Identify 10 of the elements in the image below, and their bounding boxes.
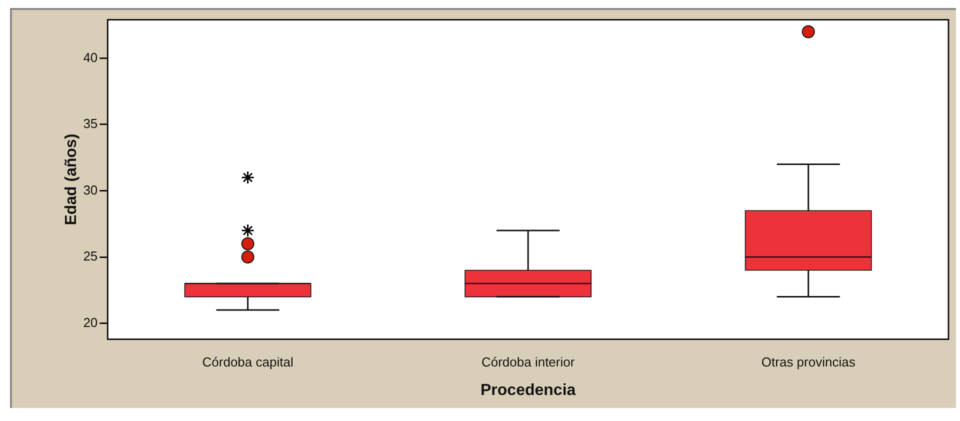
y-tick-label: 30 — [83, 182, 98, 198]
y-tick-label: 35 — [83, 116, 98, 132]
x-axis-title: Procedencia — [480, 382, 576, 399]
y-tick-label: 40 — [83, 50, 98, 65]
y-tick-label: 20 — [83, 314, 98, 330]
y-axis-title: Edad (años) — [63, 134, 80, 226]
x-tick-label: Córdoba capital — [202, 354, 294, 370]
x-tick-label: Córdoba interior — [481, 354, 576, 370]
y-tick-label: 25 — [83, 248, 98, 264]
x-tick-label: Otras provincias — [761, 354, 856, 370]
